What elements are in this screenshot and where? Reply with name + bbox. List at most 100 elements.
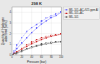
grid-line (12, 44, 61, 45)
point (31, 42, 32, 43)
plot-background (12, 7, 61, 55)
legend-swatch (65, 9, 69, 10)
tick-label: 0 (9, 53, 11, 57)
point (21, 37, 22, 38)
tick (11, 44, 13, 45)
chart: MIL-101+AC+925 ppm AlMIL-101+ACMIL-101 0 2… (0, 0, 100, 64)
grid-line (41, 7, 42, 55)
point (14, 53, 15, 54)
legend-swatch (65, 13, 69, 14)
point (31, 27, 32, 28)
point (26, 49, 27, 50)
legend-swatch (65, 17, 69, 18)
point (14, 54, 15, 55)
point (46, 20, 47, 21)
tick-label: 0 (11, 55, 13, 59)
point (31, 47, 32, 48)
point (36, 45, 37, 46)
point (21, 51, 22, 52)
point (14, 53, 15, 54)
point (51, 17, 52, 18)
legend: MIL-101+AC+925 ppm AlMIL-101+ACMIL-101 (64, 7, 100, 19)
point (31, 43, 32, 44)
tick-label: 80 (50, 55, 53, 59)
point (31, 47, 32, 48)
point (56, 41, 57, 42)
point (21, 50, 22, 51)
point (46, 43, 47, 44)
point (21, 43, 22, 44)
tick-label: 1 (9, 42, 11, 46)
series-line (12, 34, 61, 55)
grid-line (51, 7, 52, 55)
series-line (12, 12, 61, 55)
point (16, 51, 17, 52)
tick (11, 12, 13, 13)
point (16, 48, 17, 49)
point (26, 49, 27, 50)
series-line (12, 12, 61, 55)
series-line (12, 34, 61, 55)
tick-label: 4 (9, 10, 11, 14)
legend-label: MIL-101 (69, 15, 79, 19)
legend-marker (66, 13, 67, 14)
y-label: Quantity of Hydrogenadsorbed (wt%) (1, 16, 9, 45)
point (31, 32, 32, 33)
point (46, 37, 47, 38)
tick-label: 20 (20, 55, 23, 59)
point (51, 15, 52, 16)
point (36, 41, 37, 42)
point (56, 15, 57, 16)
point (36, 46, 37, 47)
point (41, 39, 42, 40)
y-label-line: adsorbed (wt%) (4, 20, 8, 41)
point (21, 49, 22, 50)
point (51, 42, 52, 43)
point (41, 21, 42, 22)
series-line (12, 42, 61, 55)
tick (11, 33, 13, 34)
point (26, 31, 27, 32)
point (56, 34, 57, 35)
point (56, 42, 57, 43)
series-line (12, 42, 61, 55)
grid-line (12, 33, 61, 34)
point (46, 36, 47, 37)
grid-line (12, 23, 61, 24)
point (36, 28, 37, 29)
tick-label: 100 (59, 55, 64, 59)
point (36, 39, 37, 40)
plot-frame (12, 7, 61, 55)
point (16, 52, 17, 53)
point (41, 38, 42, 39)
tick (11, 23, 13, 24)
tick-label: 3 (9, 21, 11, 25)
point (21, 48, 22, 49)
background (0, 0, 100, 64)
point (51, 36, 52, 37)
point (41, 23, 42, 24)
point (14, 51, 15, 52)
data (12, 12, 61, 55)
point (41, 44, 42, 45)
point (16, 53, 17, 54)
legend-label: MIL-101+AC (69, 11, 84, 15)
point (26, 45, 27, 46)
grid-line (12, 12, 61, 13)
point (41, 44, 42, 45)
point (56, 13, 57, 14)
grid-line (31, 7, 32, 55)
point (56, 35, 57, 36)
point (16, 45, 17, 46)
point (51, 35, 52, 36)
legend-frame (64, 7, 100, 19)
legend-label: MIL-101+AC+925 ppm Al (69, 8, 99, 12)
point (46, 18, 47, 19)
x-label: Pressure (bar) (27, 60, 46, 64)
point (26, 46, 27, 47)
point (26, 37, 27, 38)
point (36, 24, 37, 25)
point (46, 43, 47, 44)
point (51, 42, 52, 43)
grid-line (21, 7, 22, 55)
